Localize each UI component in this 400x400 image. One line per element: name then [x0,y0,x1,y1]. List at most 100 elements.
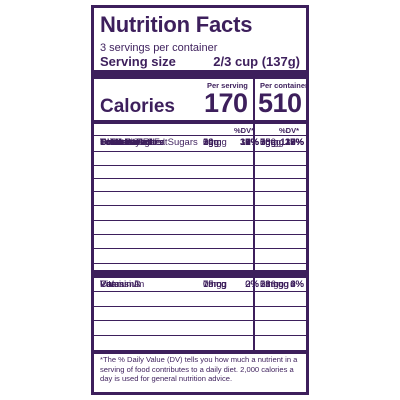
dv-per-serving: 1% [229,137,259,148]
calories-label: Calories [100,96,175,117]
row-rule [94,248,306,249]
row-rule [94,220,306,221]
nutrient-rows: Total Fat 5g 6%15g 19% Saturated Fat 1g 5%3g 15… [94,136,306,276]
nutrient-row: Total Fat 5g 6%15g 19% [94,136,306,152]
amount-per-serving: 0mg [203,279,222,290]
nutrition-facts-panel: Nutrition Facts 3 servings per container… [91,5,309,395]
row-rule [94,151,306,152]
nutrient-name: Vitamin D [100,279,142,290]
dv-per-serving: 12% [239,137,259,148]
amount-per-container: 0g [260,137,271,148]
per-container-header: Per container [260,81,308,90]
amount-per-serving: 7mcg [203,279,227,290]
dv-per-serving: 6% [229,137,259,148]
servings-per-container: 3 servings per container [100,42,218,54]
amount-per-serving: 0g [203,137,214,148]
footnote-divider [94,350,306,354]
dv-per-serving: 0% [229,279,259,290]
medium-divider [94,120,306,124]
amount-per-serving: 0mcg [203,279,227,290]
nutrient-name: Iron [100,279,117,290]
amount-per-container: 15g [260,137,276,148]
nutrient-row: Saturated Fat 1g 5%3g 15% [94,137,306,166]
nutrient-name: Calcium [100,279,135,290]
nutrient-name: Cholesterol [100,137,153,148]
row-rule [94,191,306,192]
dv-per-container: 19% [284,137,304,148]
nutrient-name: Protein [100,137,133,148]
serving-size-label: Serving size [100,54,176,69]
amount-per-serving: 34g [203,137,219,148]
nutrient-row: Dietary Fiber 2g 7%7g 25% [94,137,306,235]
nutrient-row: Total Sugars 19g 56g [94,137,306,249]
calories-per-serving: 170 [204,88,248,118]
row-rule [94,205,306,206]
dv-header-rule [94,135,306,136]
amount-per-serving: 19mg [203,279,227,290]
amount-per-container: 0mcg [260,279,284,290]
amount-per-serving: 19g [203,137,219,148]
nutrition-facts-title: Nutrition Facts [100,12,253,37]
amount-per-serving: 2g [203,137,214,148]
dv-per-container: 4% [290,279,304,290]
nutrient-name: Sodium [100,137,135,148]
dv-per-serving: 2% [229,279,259,290]
dv-per-serving: 0% [229,279,259,290]
dv-per-serving: 2% [229,279,259,290]
nutrient-row: Sodium 20mg1%60mg 3% [94,137,306,206]
amount-per-container: 21mcg [260,279,289,290]
amount-per-container: 226mg [260,279,290,290]
amount-per-container: 56g [260,137,276,148]
thick-divider-bottom [94,270,306,278]
nutrient-name: Total Carb. [100,137,149,148]
amount-per-serving: 20mg [203,137,227,148]
dv-per-serving: 7% [229,137,259,148]
amount-per-container: 0mg [260,137,279,148]
nutrient-name: Incl. Added Sugars [118,137,198,148]
dv-per-container: 6% [290,279,304,290]
dv-per-serving: 38% [239,137,259,148]
daily-value-footnote: *The % Daily Value (DV) tells you how mu… [100,355,298,383]
row-rule [94,305,306,307]
thick-divider-top [94,70,306,79]
amount-per-serving: 19g [203,137,219,148]
dv-header-container: %DV* [279,126,300,135]
serving-size-value: 2/3 cup (137g) [213,54,300,69]
nutrient-row: Total Carb. 34g 12% 102g 37% [94,137,306,221]
nutrient-name: Vitamin A [100,279,140,290]
dv-per-container: 25% [284,137,304,148]
dv-per-container: 4% [290,279,304,290]
dv-per-serving: 2% [229,279,259,290]
column-divider [253,79,255,270]
row-rule [94,320,306,322]
column-divider-vitamins [253,278,255,350]
nutrient-name: Potassium [100,279,145,290]
row-rule [94,263,306,264]
dv-per-serving: 0% [229,137,259,148]
dv-header-serving: %DV* [234,126,255,135]
dv-per-container: 37% [284,137,304,148]
amount-per-container: 3g [260,137,271,148]
nutrient-row: Trans Fat 0g 0g [94,137,306,179]
nutrient-name: Total Sugars [110,137,163,148]
nutrient-name: Trans Fat [110,137,151,148]
amount-per-container: 102g [260,137,282,148]
amount-per-serving: 5g [203,137,214,148]
per-serving-header: Per serving [207,81,248,90]
amount-per-serving: 1g [203,137,214,148]
dv-per-container: 0% [290,279,304,290]
dv-per-container: 3% [290,137,304,148]
row-rule [94,178,306,179]
dv-per-serving: 5% [229,137,259,148]
nutrient-name: Total Fat [100,137,139,148]
row-rule [94,334,306,336]
dv-per-container: 2% [290,279,304,290]
vitamin-rows: Vitamin D0mcg0%0mcg0%Calcium19mg2%58mg4%… [94,278,306,350]
amount-per-container: 56g [260,137,276,148]
row-rule [94,291,306,293]
